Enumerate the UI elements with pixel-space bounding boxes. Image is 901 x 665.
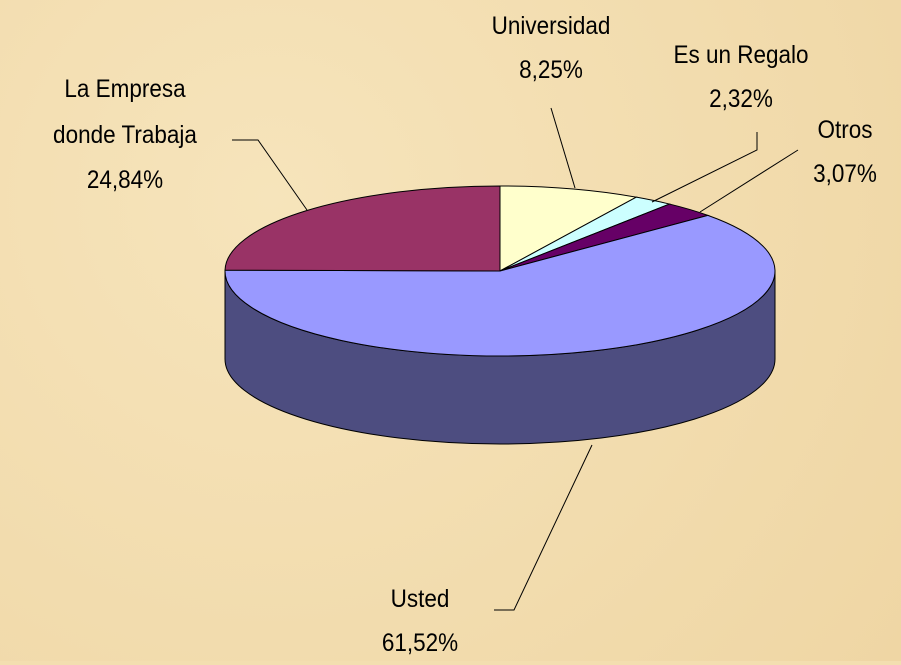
- category-name: Universidad: [461, 4, 641, 48]
- category-name: Usted: [339, 577, 501, 621]
- leader-line: [652, 132, 757, 202]
- leader-line: [551, 108, 575, 188]
- slice: [225, 186, 500, 271]
- value-label: 24,84%: [22, 158, 229, 202]
- category-name: La Empresa donde Trabaja: [40, 66, 211, 158]
- leader-line: [494, 445, 592, 610]
- value-label: 8,25%: [461, 48, 641, 92]
- value-label: 3,07%: [787, 152, 901, 196]
- category-name: Otros: [787, 108, 901, 152]
- value-label: 61,52%: [339, 621, 501, 665]
- category-name: Es un Regalo: [647, 33, 836, 77]
- leader-line: [232, 140, 307, 210]
- leader-line: [700, 150, 798, 212]
